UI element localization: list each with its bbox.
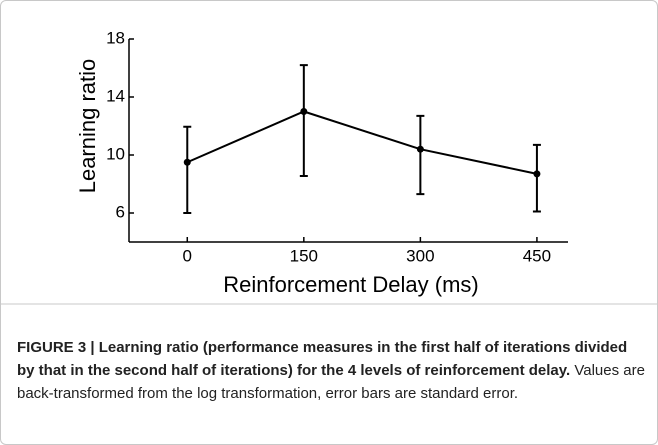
point	[300, 108, 308, 115]
caption-text: Values are back-transformed from the log…	[17, 362, 645, 402]
x-tick-label: 150	[290, 246, 318, 265]
y-tick-label: 6	[116, 202, 125, 221]
error-bar	[183, 125, 192, 214]
error-bar	[416, 114, 425, 196]
line	[186, 110, 538, 175]
y-tick-label: 18	[106, 28, 125, 47]
x-tick-label: 300	[406, 246, 434, 265]
error-bar	[532, 143, 541, 213]
caption-bold: FIGURE 3 | Learning ratio (performance m…	[17, 339, 628, 379]
y-axis-label: Learning ratio	[75, 59, 100, 194]
x-tick-label: 450	[523, 246, 551, 265]
y-tick-label: 10	[106, 144, 125, 163]
y-tick-label: 14	[106, 86, 125, 105]
x-axis-label: Reinforcement Delay (ms)	[223, 272, 479, 297]
x-tick-label: 0	[183, 246, 192, 265]
point	[183, 158, 191, 166]
point	[533, 170, 541, 178]
caption: FIGURE 3 | Learning ratio (performance m…	[17, 336, 647, 405]
error-bar	[299, 64, 308, 178]
point	[416, 145, 424, 153]
